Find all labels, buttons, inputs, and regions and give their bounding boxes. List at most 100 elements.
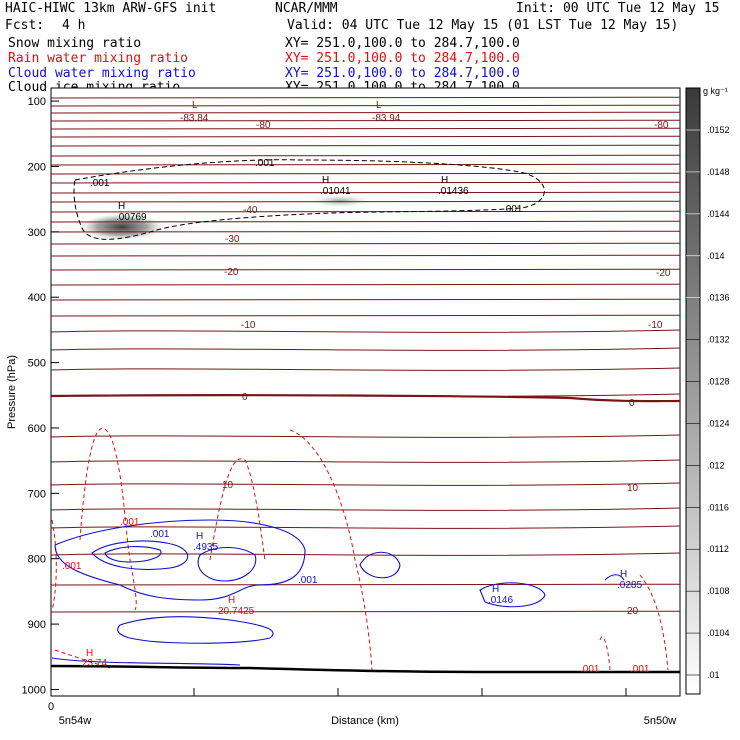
colorbar-label: .0104 <box>707 628 730 638</box>
field-name-rain: Rain water mixing ratio <box>8 51 189 66</box>
snow-contour <box>73 159 545 240</box>
colorbar-label: .0124 <box>707 418 730 428</box>
colorbar-label: .0112 <box>707 544 729 554</box>
isotherm-lines <box>51 96 680 613</box>
temp-label: 0 <box>242 392 248 403</box>
temp-label: -83.94 <box>372 113 401 124</box>
field-name-snow: Snow mixing ratio <box>8 36 142 51</box>
isotherm-line <box>51 482 680 486</box>
high-marker: H <box>492 584 499 595</box>
colorbar-label: .01 <box>707 670 720 680</box>
low-marker: L <box>376 100 382 111</box>
high-marker: H <box>86 648 93 659</box>
high-value-label: .0146 <box>488 595 513 606</box>
y-tick-label: 800 <box>28 554 46 566</box>
field-xy-snow: XY= 251.0,100.0 to 284.7,100.0 <box>285 36 520 51</box>
temp-label: -20 <box>656 268 671 279</box>
snow-contour-label: .001 <box>255 158 275 169</box>
isotherm-line <box>51 552 680 556</box>
colorbar-label: .0132 <box>707 335 730 345</box>
fcst-value: 4 h <box>62 18 86 33</box>
isotherm-line <box>51 434 680 438</box>
snow-contour-label: .001 <box>503 204 523 215</box>
cloud-water-contours <box>51 519 625 666</box>
isotherm-line <box>51 507 680 511</box>
temp-label: -30 <box>225 234 240 245</box>
x-right-end-label: 5n50w <box>644 715 676 727</box>
colorbar-label: .0148 <box>707 167 730 177</box>
x-axis <box>193 688 627 696</box>
temp-label: 0 <box>629 398 635 409</box>
field-xy-cloud-water: XY= 251.0,100.0 to 284.7,100.0 <box>285 66 520 81</box>
colorbar-label: .012 <box>707 460 725 470</box>
rain-contour-label: .001 <box>630 664 650 675</box>
y-tick-label: 200 <box>28 161 46 173</box>
temp-label: -10 <box>648 320 663 331</box>
fcst-label: Fcst: <box>5 18 45 33</box>
isotherm-line <box>51 347 680 351</box>
y-tick-label: 1000 <box>22 684 46 696</box>
low-marker: L <box>192 100 198 111</box>
isotherm-line <box>51 525 680 529</box>
y-tick-label: 300 <box>28 227 46 239</box>
high-value-label: 20.7425 <box>218 606 255 617</box>
colorbar: .0152 .0148 .0144 .014 .0136 .0132 .0128 .0124.… <box>685 87 730 695</box>
snow-shade-blob <box>310 195 370 207</box>
y-tick-label: 100 <box>28 96 46 108</box>
temp-label: -40 <box>243 205 258 216</box>
high-marker: H <box>620 569 627 580</box>
init-time: Init: 00 UTC Tue 12 May 15 <box>516 1 720 16</box>
high-marker: H <box>228 595 235 606</box>
rain-contour-label: .001 <box>580 664 600 675</box>
colorbar-unit: g kg⁻¹ <box>703 86 728 96</box>
x-tick-label-0: 0 <box>48 701 54 713</box>
colorbar-label: .0152 <box>707 125 730 135</box>
x-left-end-label: 5n54w <box>59 715 91 727</box>
temp-label: 10 <box>222 480 234 491</box>
temp-label: -83.84 <box>180 113 209 124</box>
y-tick-label: 500 <box>28 358 46 370</box>
terrain-surface-line <box>51 664 680 674</box>
y-tick-label: 700 <box>28 488 46 500</box>
high-value-label: .01436 <box>438 186 469 197</box>
rain-contour-label: .001 <box>120 517 140 528</box>
isotherm-line <box>51 367 680 371</box>
high-marker: H <box>441 175 448 186</box>
cloud-water-contour-label: .001 <box>150 529 170 540</box>
model-title: HAIC-HIWC 13km ARW-GFS init <box>5 1 217 16</box>
colorbar-label: .0128 <box>707 377 730 387</box>
y-axis-title: Pressure (hPa) <box>6 355 18 429</box>
field-name-cloud-water: Cloud water mixing ratio <box>8 66 196 81</box>
high-value-label: .01041 <box>320 186 351 197</box>
colorbar-label: .014 <box>707 251 725 261</box>
field-xy-rain: XY= 251.0,100.0 to 284.7,100.0 <box>285 51 520 66</box>
plot-frame <box>50 87 681 697</box>
center-label: NCAR/MMM <box>275 1 338 16</box>
temp-label: -80 <box>256 120 271 131</box>
high-marker: H <box>196 531 203 542</box>
temp-label: 20 <box>627 606 639 617</box>
high-marker: H <box>322 175 329 186</box>
y-tick-label: 600 <box>28 423 46 435</box>
high-marker: H <box>118 201 125 212</box>
temp-label: 10 <box>627 483 639 494</box>
y-axis: 100 200 300 400 500 600 700 800 900 1000 <box>22 96 59 696</box>
colorbar-label: .0136 <box>707 293 730 303</box>
isotherm-line <box>51 459 680 463</box>
x-axis-title: Distance (km) <box>331 715 399 727</box>
colorbar-gradient <box>685 87 701 695</box>
y-tick-label: 900 <box>28 619 46 631</box>
colorbar-label: .0116 <box>707 502 729 512</box>
temp-label: -80 <box>654 120 669 131</box>
temp-label: -20 <box>224 267 239 278</box>
high-value-label: .4935 <box>193 542 218 553</box>
y-tick-label: 400 <box>28 292 46 304</box>
cloud-water-contour-label: .001 <box>298 575 318 586</box>
snow-contour-label: .001 <box>90 178 110 189</box>
high-value-label: .00769 <box>116 212 147 223</box>
colorbar-label: .0144 <box>707 209 730 219</box>
plot-content <box>51 96 680 674</box>
colorbar-label: .0108 <box>707 586 730 596</box>
zero-isotherm-line <box>51 394 680 403</box>
